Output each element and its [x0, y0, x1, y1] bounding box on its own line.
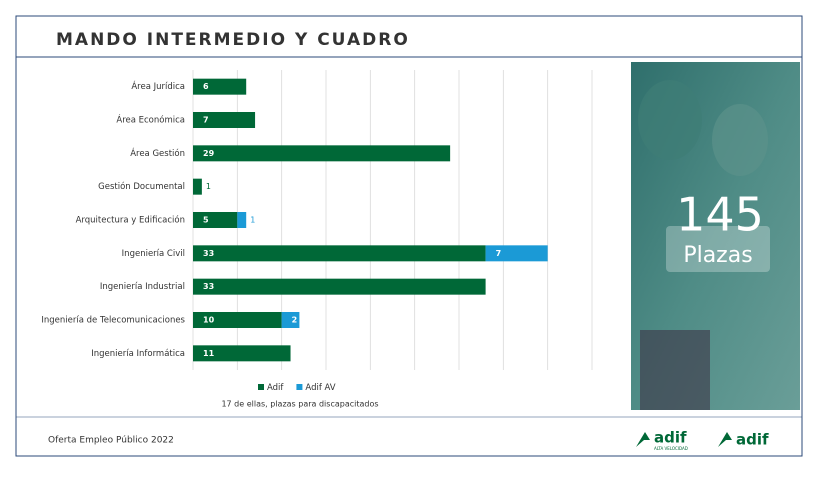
bar: [485, 245, 548, 262]
logo-mark: [718, 432, 732, 447]
photo-shape: [640, 330, 710, 410]
value-label: 29: [203, 149, 215, 158]
bar: [193, 178, 202, 195]
y-tick-label: Ingeniería Industrial: [100, 282, 185, 292]
footer-text: Oferta Empleo Público 2022: [48, 436, 174, 446]
logo: adif ALTA VELOCIDAD adif: [636, 429, 769, 451]
value-label: 7: [203, 116, 209, 125]
value-label: 11: [203, 349, 215, 358]
y-tick-label: Área Económica: [116, 114, 185, 126]
bar: [193, 245, 486, 262]
legend-label: Adif: [267, 383, 284, 393]
bar: [193, 145, 451, 162]
plot: Área Jurídica 6 Área Económica 7 Área Gestió…: [41, 70, 593, 370]
bar: [193, 278, 486, 295]
photo-shape: [638, 80, 702, 160]
logo-text: adif: [736, 431, 769, 449]
bar: [281, 312, 300, 328]
bar: [193, 312, 282, 328]
bar: [193, 212, 238, 228]
value-label: 7: [496, 249, 502, 258]
photo-shape: [712, 104, 768, 176]
legend-label: Adif AV: [305, 383, 335, 393]
value-label: 10: [203, 316, 215, 325]
y-tick-label: Área Jurídica: [131, 80, 185, 92]
bar: [193, 345, 291, 362]
logo-text: adif: [654, 429, 687, 447]
highlight-box: [666, 226, 770, 272]
value-label: 33: [203, 282, 214, 291]
logo-mark: [636, 432, 650, 447]
y-tick-label: Ingeniería Informática: [91, 349, 185, 359]
legend-swatch: [296, 384, 303, 390]
legend: Adif Adif AV: [258, 383, 336, 393]
bar: [193, 78, 247, 95]
value-label: 1: [250, 216, 255, 225]
y-tick-label: Ingeniería Civil: [122, 249, 185, 259]
photo-panel: 145 Plazas: [631, 62, 800, 410]
highlight-number: 145: [676, 188, 764, 242]
y-tick-label: Gestión Documental: [98, 181, 185, 192]
y-tick-label: Área Gestión: [130, 147, 185, 159]
highlight-label: Plazas: [683, 243, 752, 268]
note: 17 de ellas, plazas para discapacitados: [221, 400, 378, 409]
value-label: 2: [292, 316, 298, 325]
value-label: 33: [203, 249, 214, 258]
value-label: 5: [203, 216, 209, 225]
y-tick-label: Arquitectura y Edificación: [76, 215, 185, 226]
y-tick-label: Ingeniería de Telecomunicaciones: [41, 316, 185, 326]
value-label: 6: [203, 82, 209, 91]
bar: [193, 112, 256, 128]
chart-title: MANDO INTERMEDIO Y CUADRO: [56, 30, 410, 50]
bar: [237, 212, 247, 228]
legend-swatch: [258, 384, 264, 390]
value-label: 1: [206, 182, 211, 191]
logo-subtitle: ALTA VELOCIDAD: [654, 446, 688, 451]
